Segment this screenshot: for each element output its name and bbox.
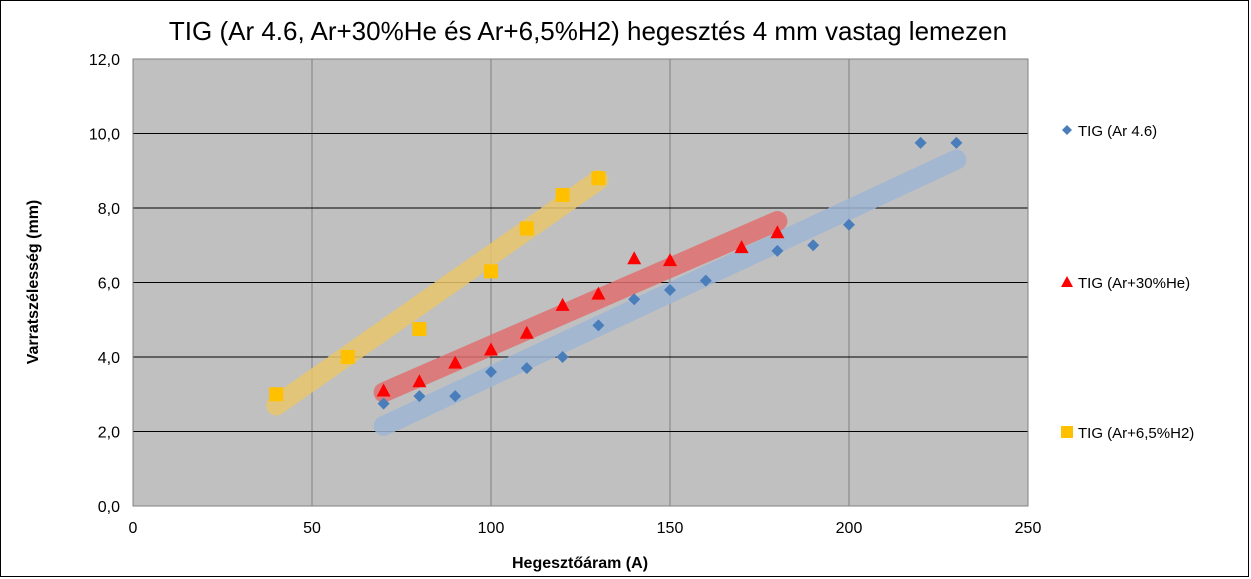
data-point-triangle [734, 240, 749, 254]
x-tick-label: 250 [1015, 520, 1042, 537]
y-tick-label: 12,0 [89, 52, 120, 69]
data-point-diamond [413, 390, 426, 403]
legend-label: TIG (Ar 4.6) [1078, 123, 1157, 140]
data-point-triangle [770, 225, 785, 239]
data-point-triangle [627, 251, 642, 265]
data-point-triangle [555, 297, 570, 311]
data-point-diamond [699, 274, 712, 287]
x-axis-title: Hegesztőáram (A) [512, 555, 648, 572]
data-point-triangle [376, 383, 391, 397]
legend-marker-square [1061, 426, 1073, 438]
x-tick-label: 150 [657, 520, 684, 537]
y-tick-label: 10,0 [89, 127, 120, 144]
plot-border [132, 58, 1029, 507]
data-point-square [519, 221, 534, 236]
data-point-diamond [377, 397, 390, 410]
data-point-square [340, 350, 355, 364]
data-point-triangle [591, 286, 606, 300]
y-axis-ticks: 0,0 2,0 4,0 6,0 8,0 10,0 12,0 [89, 52, 120, 516]
y-tick-label: 6,0 [98, 276, 120, 293]
y-tick-label: 2,0 [98, 425, 120, 442]
y-tick-label: 4,0 [98, 350, 120, 367]
data-point-square [555, 187, 570, 202]
data-point-diamond [771, 244, 784, 257]
legend-marker-triangle [1061, 276, 1073, 287]
data-point-diamond [520, 362, 533, 375]
data-point-triangle [519, 325, 534, 339]
x-tick-label: 100 [478, 520, 505, 537]
trendline [266, 170, 609, 416]
y-tick-label: 8,0 [98, 201, 120, 218]
data-point-diamond [449, 390, 462, 403]
data-point-square [591, 171, 606, 186]
data-point-diamond [914, 136, 927, 149]
data-point-square [269, 387, 284, 402]
chart-title: TIG (Ar 4.6, Ar+30%He és Ar+6,5%H2) hege… [169, 16, 1007, 46]
data-point-square [412, 322, 427, 337]
y-tick-label: 0,0 [98, 499, 120, 516]
data-point-diamond [628, 293, 641, 306]
legend-label: TIG (Ar+30%He) [1078, 275, 1190, 292]
data-point-triangle [663, 253, 677, 267]
data-point-triangle [448, 355, 463, 369]
trendline [373, 211, 788, 403]
data-point-triangle [484, 342, 498, 356]
data-point-diamond [664, 283, 676, 296]
y-axis-title: Varratszélesség (mm) [25, 200, 42, 365]
legend: TIG (Ar 4.6) TIG (Ar+30%He) TIG (Ar+6,5%H2… [1061, 123, 1194, 442]
data-point-diamond [807, 239, 820, 252]
x-axis-ticks: 0 50 100 150 200 250 [129, 520, 1042, 537]
horizontal-gridlines [133, 133, 1028, 432]
data-point-square [484, 264, 498, 279]
data-point-diamond [556, 351, 569, 363]
legend-marker-diamond [1062, 125, 1072, 135]
data-point-diamond [843, 218, 855, 231]
data-point-diamond [485, 365, 497, 378]
data-point-diamond [592, 319, 605, 332]
data-point-triangle [412, 374, 427, 388]
data-points [269, 136, 963, 410]
x-tick-label: 200 [836, 520, 863, 537]
data-point-diamond [950, 136, 963, 149]
x-tick-label: 0 [129, 520, 138, 537]
x-tick-label: 50 [303, 520, 321, 537]
legend-label: TIG (Ar+6,5%H2) [1078, 425, 1194, 442]
